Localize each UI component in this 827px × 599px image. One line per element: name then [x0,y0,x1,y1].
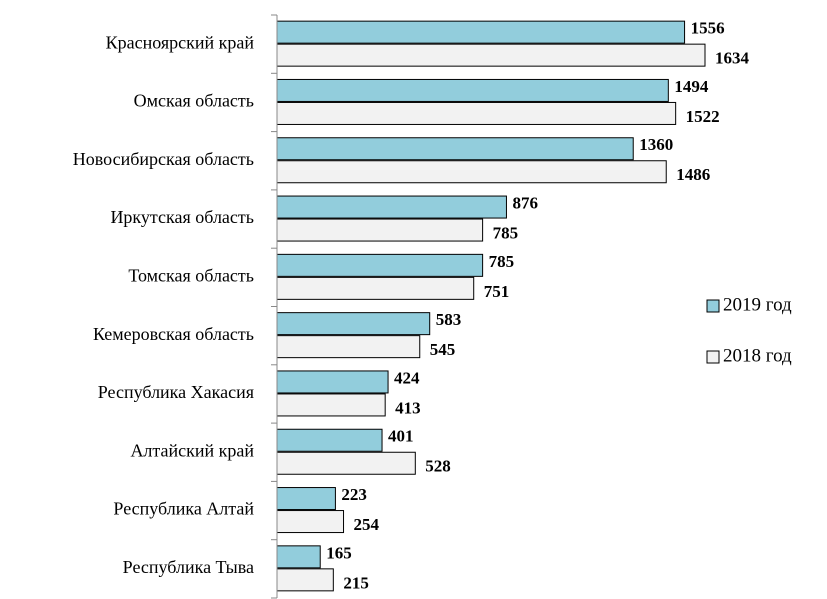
category-label: Республика Тыва [123,557,254,577]
bar [276,20,686,44]
bar [276,451,416,475]
legend-swatch [706,299,720,313]
legend-label: 2018 год [723,345,792,366]
bar [276,312,431,336]
bar [276,370,389,394]
bar [276,510,345,534]
legend-swatch [706,350,720,364]
value-label: 1556 [691,19,725,38]
bar [276,160,667,184]
category-label: Республика Хакасия [98,382,254,402]
value-label: 1522 [686,107,720,126]
value-label: 1486 [676,165,710,184]
value-label: 583 [436,310,462,329]
value-label: 254 [354,515,380,534]
bar [276,568,334,592]
value-label: 545 [430,340,456,359]
value-label: 401 [388,427,414,446]
value-label: 1494 [674,77,709,96]
category-label: Омская область [134,91,254,111]
category-label: Кемеровская область [93,324,254,344]
bar [276,195,507,219]
bar [276,428,383,452]
bar [276,545,321,569]
value-label: 413 [395,398,421,417]
value-label: 223 [341,485,367,504]
bar [276,78,669,102]
value-label: 785 [489,252,515,271]
value-label: 876 [512,193,538,212]
value-label: 1634 [715,49,750,68]
value-label: 165 [326,543,352,562]
category-label: Томская область [128,265,254,285]
bar [276,253,484,277]
value-label: 528 [425,457,451,476]
value-label: 751 [484,282,510,301]
bar [276,43,706,67]
bar [276,101,677,125]
category-label: Алтайский край [130,440,254,460]
category-label: Новосибирская область [73,149,254,169]
category-label: Республика Алтай [113,499,254,519]
value-label: 424 [394,368,420,387]
category-label: Иркутская область [110,207,254,227]
value-label: 1360 [639,135,673,154]
bar [276,393,386,417]
value-label: 785 [493,223,519,242]
category-label: Красноярский край [106,32,255,52]
value-label: 215 [343,573,369,592]
bar [276,487,336,511]
bar [276,218,484,242]
bar [276,137,634,161]
bar [276,335,421,359]
bar [276,276,475,300]
legend-label: 2019 год [723,294,792,315]
